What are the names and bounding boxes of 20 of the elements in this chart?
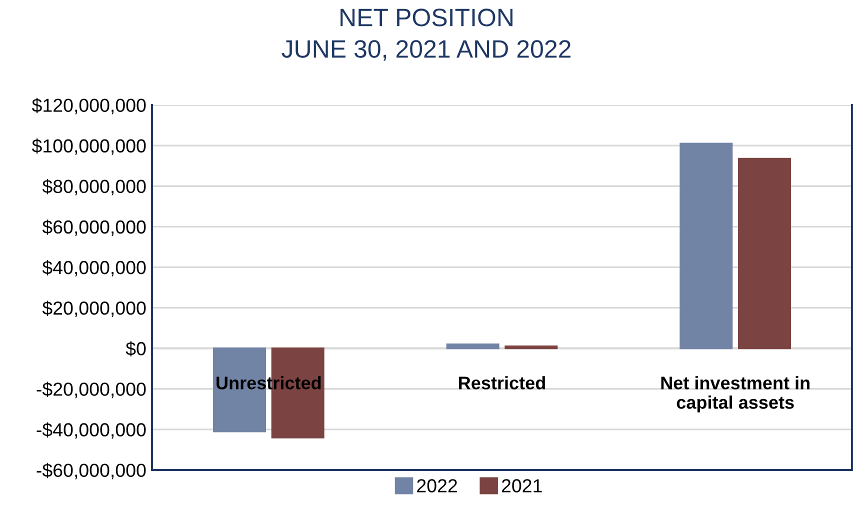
y-tick-label: $0 — [126, 341, 146, 356]
y-tick-label: $120,000,000 — [32, 98, 146, 114]
x-tick-label: Unrestricted — [216, 376, 321, 390]
y-tick-label: $80,000,000 — [42, 179, 146, 196]
y-tick-label: -$40,000,000 — [36, 422, 146, 439]
y-tick-label: -$60,000,000 — [36, 462, 146, 480]
bar — [446, 343, 500, 350]
bar — [504, 345, 558, 350]
y-tick-label: -$20,000,000 — [36, 382, 146, 398]
x-tick-label: Net investment in capital assets — [661, 376, 810, 412]
y-tick-label: $100,000,000 — [32, 138, 146, 155]
y-tick-label: $60,000,000 — [42, 220, 146, 236]
x-tick-label: Restricted — [459, 376, 545, 390]
y-tick-label: $20,000,000 — [42, 300, 146, 317]
chart-title: NET POSITION JUNE 30, 2021 AND 2022 — [282, 8, 570, 61]
y-tick-label: $40,000,000 — [42, 260, 146, 276]
bar — [738, 158, 791, 350]
legend-label: 2022 — [417, 479, 457, 492]
bar — [680, 142, 733, 350]
legend-label: 2021 — [502, 479, 542, 492]
